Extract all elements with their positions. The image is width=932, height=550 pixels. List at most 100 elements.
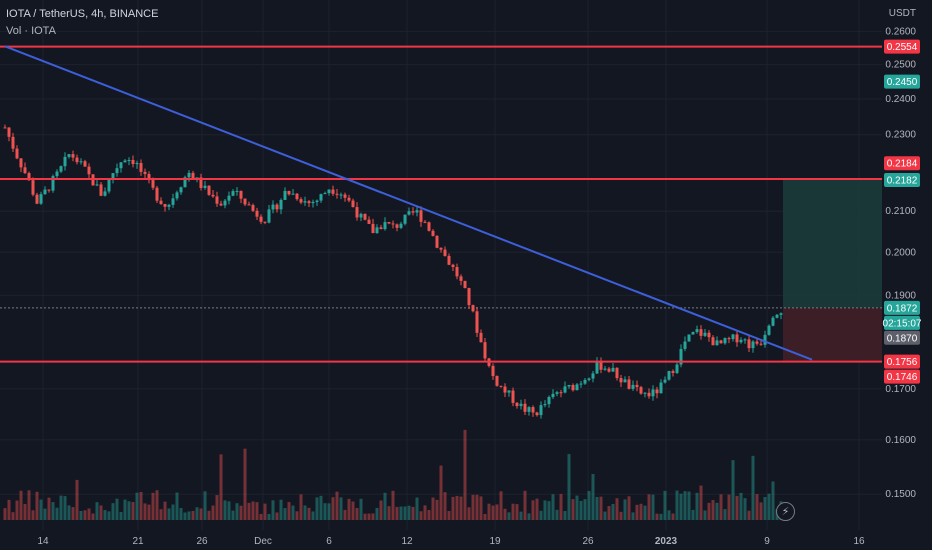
candle	[223, 200, 227, 206]
volume-bar	[79, 510, 83, 520]
candle	[271, 204, 275, 210]
x-tick-label: Dec	[254, 536, 272, 547]
price-label-box	[884, 156, 920, 171]
candle	[415, 210, 419, 213]
volume-bar	[151, 492, 155, 520]
candle	[519, 403, 523, 407]
candle	[307, 201, 311, 204]
lightning-icon[interactable]: ⚡	[776, 502, 795, 521]
candle	[19, 158, 23, 168]
candle	[67, 154, 71, 157]
volume-bar	[475, 494, 479, 520]
candle	[199, 177, 203, 188]
candle	[175, 192, 179, 199]
candle	[135, 163, 139, 165]
candle	[155, 187, 159, 201]
candle	[119, 162, 123, 169]
volume-bar	[403, 506, 407, 520]
volume-bar	[683, 491, 687, 520]
volume-bar	[547, 501, 551, 520]
volume-bar	[227, 501, 231, 520]
candle	[419, 210, 423, 222]
candle	[251, 205, 255, 211]
candle	[567, 385, 571, 387]
x-tick-label: 19	[489, 536, 501, 547]
candle	[767, 325, 771, 335]
volume-bar	[259, 513, 263, 520]
volume-bar	[395, 506, 399, 520]
volume-bar	[195, 507, 199, 520]
volume-bar	[627, 496, 631, 520]
volume-bar	[691, 509, 695, 520]
volume-bar	[451, 496, 455, 520]
volume-bar	[299, 494, 303, 520]
candle	[635, 384, 639, 388]
trendline[interactable]	[4, 45, 813, 361]
volume-bar	[427, 509, 431, 520]
volume-bar	[331, 497, 335, 520]
volume-bar	[563, 511, 567, 520]
volume-bar	[355, 508, 359, 520]
price-label: 0.2182	[887, 176, 918, 187]
volume-bar	[631, 512, 635, 520]
volume-bar	[571, 499, 575, 520]
volume-bar	[507, 512, 511, 520]
candle	[471, 305, 475, 312]
volume-bar	[51, 502, 55, 520]
volume-bar	[411, 506, 415, 520]
volume-bar	[459, 496, 463, 520]
volume-bar	[251, 501, 255, 520]
volume-bar	[291, 505, 295, 520]
volume-bar	[439, 465, 443, 520]
price-label-box	[884, 354, 920, 369]
candle	[391, 223, 395, 225]
volume-bar	[3, 508, 7, 520]
price-label-box	[884, 39, 920, 54]
volume-bar	[159, 509, 163, 520]
candle	[655, 389, 659, 394]
candle	[283, 190, 287, 200]
volume-bar	[211, 505, 215, 520]
candle	[447, 255, 451, 265]
price-label: 0.2184	[887, 159, 918, 170]
candle	[115, 168, 119, 174]
candle	[599, 361, 603, 370]
candle	[607, 368, 611, 372]
candles	[3, 124, 783, 419]
volume-bar	[599, 496, 603, 520]
volume-bar	[739, 492, 743, 520]
candle	[319, 194, 323, 201]
stop-zone[interactable]	[783, 307, 882, 362]
volume-bar	[551, 494, 555, 520]
target-zone[interactable]	[783, 179, 882, 308]
volume-bar	[63, 496, 67, 520]
candle	[183, 177, 187, 188]
volume-bar	[759, 502, 763, 520]
candle	[99, 184, 103, 196]
volume-bar	[523, 490, 527, 520]
candle	[15, 148, 19, 159]
volume-bar	[295, 511, 299, 520]
candle	[159, 200, 163, 205]
time-axis: 14 21 26 Dec 6 12 19 26 2023 9 16	[37, 536, 865, 547]
candle	[323, 193, 327, 195]
x-tick-label: 16	[853, 536, 865, 547]
candle	[483, 342, 487, 359]
candle	[551, 393, 555, 397]
volume-bar	[535, 498, 539, 520]
volume-bar	[455, 495, 459, 520]
candle	[703, 332, 707, 336]
candle	[127, 159, 131, 161]
volume-bar	[95, 502, 99, 520]
candle	[427, 222, 431, 231]
price-label-box	[884, 173, 920, 188]
candle	[11, 136, 15, 149]
candle	[771, 317, 775, 326]
candle	[163, 204, 167, 207]
candle	[451, 264, 455, 267]
volume-bar	[519, 511, 523, 520]
candle	[439, 247, 443, 250]
candle	[455, 266, 459, 277]
volume-bar	[723, 509, 727, 520]
